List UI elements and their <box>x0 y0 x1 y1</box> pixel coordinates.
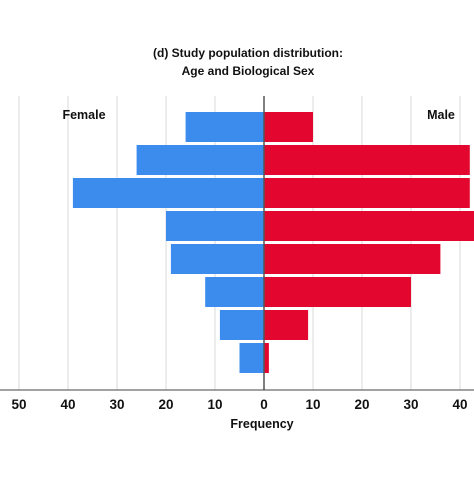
bars <box>72 112 474 373</box>
x-axis-title: Frequency <box>230 417 293 431</box>
female-bar <box>205 277 264 307</box>
female-bar <box>185 112 264 142</box>
x-tick-label: 20 <box>158 397 173 412</box>
male-bar <box>264 211 474 241</box>
x-tick-label: 30 <box>403 397 418 412</box>
female-bar <box>239 343 264 373</box>
chart-title-line-2: Age and Biological Sex <box>182 64 315 78</box>
x-tick-label: 0 <box>260 397 268 412</box>
x-tick-label: 40 <box>452 397 467 412</box>
female-bar <box>170 244 264 274</box>
x-tick-labels: 50 40 30 20 10 0 10 20 30 40 <box>11 397 467 412</box>
female-bar <box>136 145 264 175</box>
male-bar <box>264 244 441 274</box>
male-bar <box>264 343 269 373</box>
male-bar <box>264 277 411 307</box>
axes <box>0 96 474 391</box>
male-bar <box>264 112 313 142</box>
x-tick-label: 50 <box>11 397 26 412</box>
male-bar <box>264 178 470 208</box>
female-bar <box>166 211 264 241</box>
x-tick-label: 10 <box>305 397 320 412</box>
x-tick-label: 20 <box>354 397 369 412</box>
male-bar <box>264 310 309 340</box>
female-label: Female <box>62 108 105 122</box>
female-bar <box>72 178 265 208</box>
x-tick-label: 30 <box>109 397 124 412</box>
x-tick-label: 40 <box>60 397 75 412</box>
x-tick-label: 10 <box>207 397 222 412</box>
female-bar <box>219 310 264 340</box>
male-label: Male <box>427 108 455 122</box>
male-bar <box>264 145 470 175</box>
chart-title-line-1: (d) Study population distribution: <box>153 46 343 60</box>
